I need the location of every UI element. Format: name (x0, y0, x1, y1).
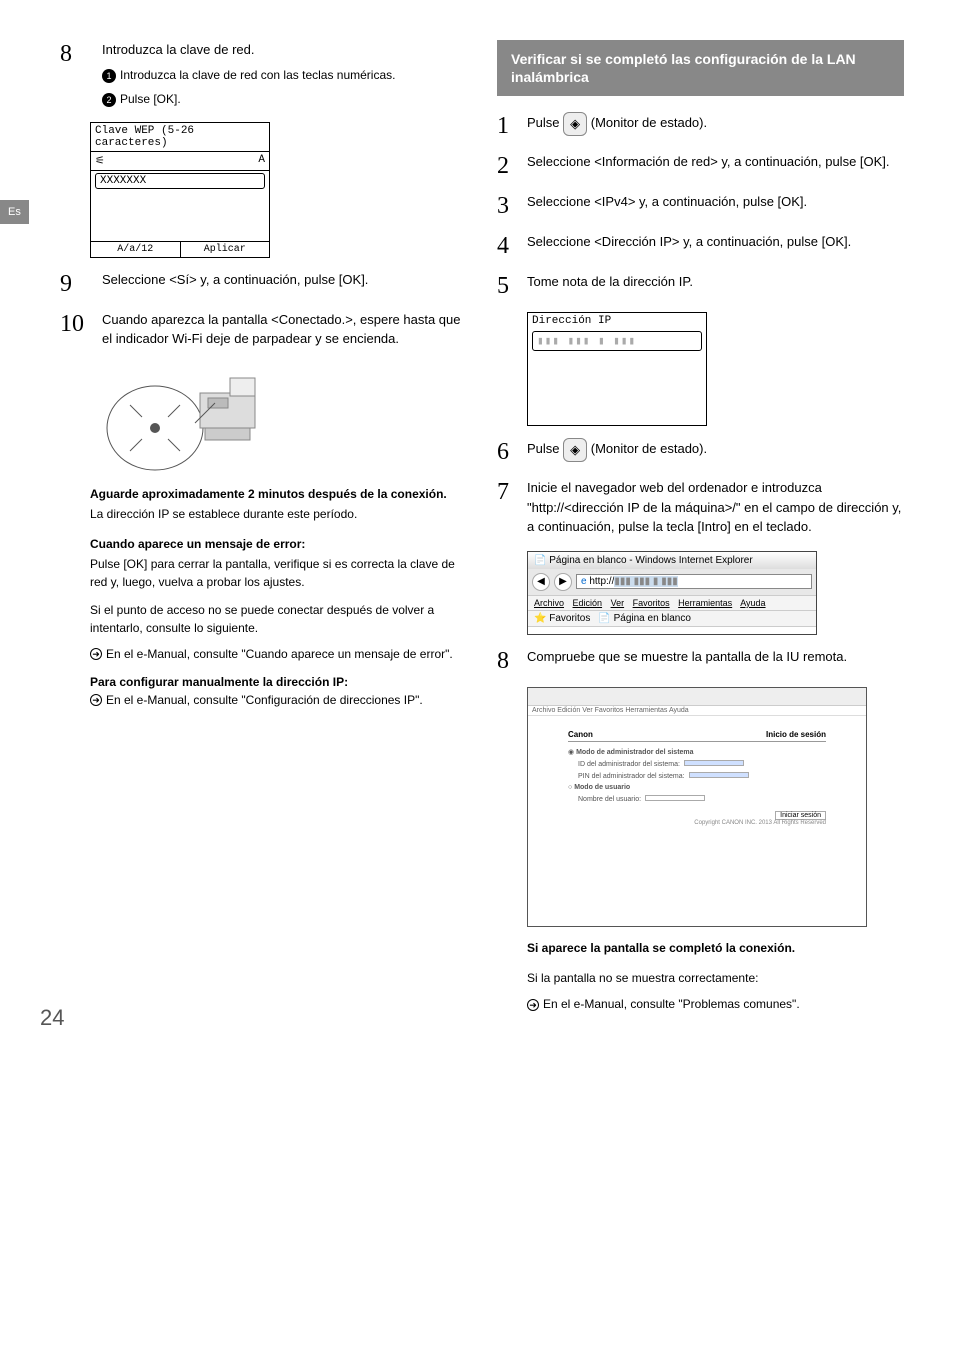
error-p2: Si el punto de acceso no se puede conect… (90, 601, 467, 637)
blank-tab: 📄 Página en blanco (598, 613, 691, 624)
step-number-8: 8 (60, 40, 102, 108)
r-step-number-2: 2 (497, 152, 527, 178)
r-step4: Seleccione <Dirección IP> y, a continuac… (527, 232, 904, 258)
wait-heading: Aguarde aproximadamente 2 minutos despué… (90, 487, 467, 501)
r-step1-a: Pulse (527, 116, 563, 131)
address-bar: e http://▮▮▮ ▮▮▮ ▮ ▮▮▮ (576, 574, 812, 589)
login-button: Iniciar sesión (775, 811, 826, 820)
fail-ref: En el e-Manual, consulte "Problemas comu… (543, 997, 800, 1011)
forward-button-icon: ▶ (554, 573, 572, 591)
r-step2: Seleccione <Información de red> y, a con… (527, 152, 904, 178)
status-monitor-button-icon: ◈ (563, 438, 587, 462)
wep-input-value: XXXXXXX (95, 173, 265, 189)
r-step-number-1: 1 (497, 112, 527, 138)
step8-title: Introduzca la clave de red. (102, 40, 467, 60)
step9-text: Seleccione <Sí> y, a continuación, pulse… (102, 270, 467, 296)
wep-footer-right: Aplicar (181, 242, 270, 257)
wep-key-screen: Clave WEP (5-26 caracteres) ⚟ A XXXXXXX … (90, 122, 270, 258)
error-heading: Cuando aparece un mensaje de error: (90, 537, 467, 551)
printer-illustration (100, 363, 280, 473)
manual-heading: Para configurar manualmente la dirección… (90, 675, 467, 689)
section-header: Verificar si se completó las configuraci… (497, 40, 904, 96)
r-step-number-7: 7 (497, 478, 527, 537)
reference-icon: ➜ (527, 999, 539, 1011)
error-p1: Pulse [OK] para cerrar la pantalla, veri… (90, 555, 467, 591)
step-number-9: 9 (60, 270, 102, 296)
browser-window-title: Página en blanco - Windows Internet Expl… (549, 555, 752, 566)
r-step8: Compruebe que se muestre la pantalla de … (527, 647, 904, 673)
r-step7: Inicie el navegador web del ordenador e … (527, 478, 904, 537)
favorites-label: ⭐ Favoritos (534, 613, 590, 624)
language-tab: Es (0, 200, 29, 224)
ip-title: Dirección IP (528, 313, 706, 329)
antenna-icon: ⚟ (95, 154, 105, 168)
r-step3: Seleccione <IPv4> y, a continuación, pul… (527, 192, 904, 218)
bullet-2-icon: 2 (102, 93, 116, 107)
ip-value: ▮▮▮ ▮▮▮ ▮ ▮▮▮ (532, 331, 702, 351)
r-step1-b: (Monitor de estado). (591, 116, 707, 131)
left-column: 8 Introduzca la clave de red. 1 Introduzc… (60, 40, 467, 1021)
step8-sub2: Pulse [OK]. (120, 92, 181, 106)
status-monitor-button-icon: ◈ (563, 112, 587, 136)
remote-ui-menubar: Archivo Edición Ver Favoritos Herramient… (528, 706, 866, 716)
r-step-number-8: 8 (497, 647, 527, 673)
wep-screen-title: Clave WEP (5-26 caracteres) (91, 123, 269, 152)
back-button-icon: ◀ (532, 573, 550, 591)
step8-sub1: Introduzca la clave de red con las tecla… (120, 68, 395, 82)
r-step6-b: (Monitor de estado). (591, 442, 707, 457)
mode-indicator: A (258, 154, 265, 168)
reference-icon: ➜ (90, 694, 102, 706)
fail-text: Si la pantalla no se muestra correctamen… (527, 969, 904, 987)
r-step-number-3: 3 (497, 192, 527, 218)
step-number-10: 10 (60, 310, 102, 349)
wait-text: La dirección IP se establece durante est… (90, 505, 467, 523)
remote-ui-screenshot: Archivo Edición Ver Favoritos Herramient… (527, 687, 867, 927)
success-heading: Si aparece la pantalla se completó la co… (527, 941, 904, 955)
copyright: Copyright CANON INC. 2013 All Rights Res… (568, 820, 826, 826)
bullet-1-icon: 1 (102, 69, 116, 83)
r-step-number-6: 6 (497, 438, 527, 464)
ip-address-screen: Dirección IP ▮▮▮ ▮▮▮ ▮ ▮▮▮ (527, 312, 707, 426)
canon-brand: Canon (568, 730, 593, 739)
browser-screenshot: 📄 Página en blanco - Windows Internet Ex… (527, 551, 817, 635)
r-step-number-4: 4 (497, 232, 527, 258)
wep-footer-left: A/a/12 (91, 242, 181, 257)
step10-text: Cuando aparezca la pantalla <Conectado.>… (102, 310, 467, 349)
r-step5: Tome nota de la dirección IP. (527, 272, 904, 298)
right-column: Verificar si se completó las configuraci… (497, 40, 904, 1021)
page-number: 24 (40, 1005, 64, 1031)
login-title: Inicio de sesión (766, 730, 826, 739)
page-icon: 📄 (534, 555, 546, 566)
reference-icon: ➜ (90, 648, 102, 660)
r-step-number-5: 5 (497, 272, 527, 298)
manual-ref: En el e-Manual, consulte "Configuración … (106, 693, 423, 707)
r-step6-a: Pulse (527, 442, 563, 457)
browser-menu: Archivo Edición Ver Favoritos Herramient… (528, 595, 816, 611)
error-ref: En el e-Manual, consulte "Cuando aparece… (106, 647, 453, 661)
